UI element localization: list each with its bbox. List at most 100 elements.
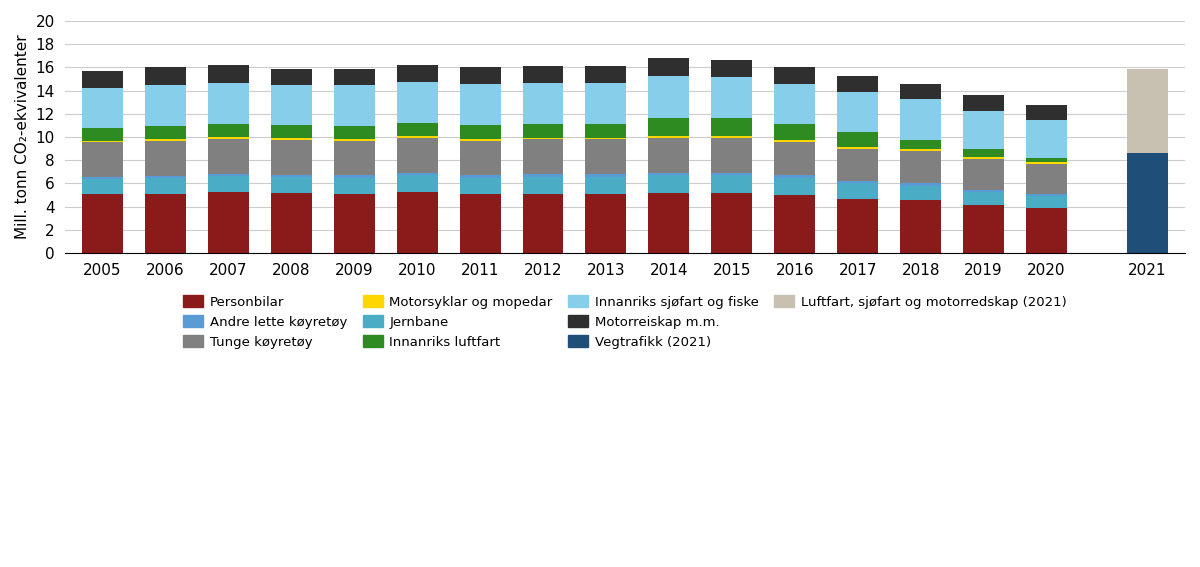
- Bar: [900, 184, 941, 186]
- Bar: [774, 124, 815, 140]
- Bar: [145, 141, 186, 176]
- Bar: [964, 192, 1004, 205]
- Bar: [648, 75, 689, 119]
- Bar: [271, 125, 312, 138]
- Bar: [82, 88, 122, 128]
- Bar: [1026, 164, 1067, 194]
- Bar: [460, 84, 500, 125]
- Bar: [648, 193, 689, 253]
- Bar: [208, 192, 248, 253]
- Bar: [145, 139, 186, 141]
- Bar: [1026, 120, 1067, 158]
- Bar: [397, 137, 438, 138]
- Bar: [648, 138, 689, 173]
- Bar: [208, 174, 248, 176]
- Bar: [271, 138, 312, 140]
- Bar: [774, 142, 815, 175]
- Bar: [900, 151, 941, 184]
- Bar: [586, 138, 626, 139]
- Bar: [838, 147, 878, 149]
- Bar: [145, 194, 186, 253]
- Bar: [712, 60, 752, 77]
- Bar: [334, 141, 374, 175]
- Bar: [397, 123, 438, 137]
- Bar: [334, 69, 374, 86]
- Bar: [397, 192, 438, 253]
- Bar: [460, 194, 500, 253]
- Bar: [586, 83, 626, 124]
- Bar: [397, 65, 438, 82]
- Bar: [522, 138, 564, 139]
- Bar: [1127, 153, 1168, 253]
- Bar: [838, 75, 878, 92]
- Y-axis label: Mill. tonn CO₂-ekvivalenter: Mill. tonn CO₂-ekvivalenter: [16, 35, 30, 239]
- Bar: [648, 173, 689, 175]
- Bar: [82, 128, 122, 141]
- Bar: [900, 84, 941, 99]
- Bar: [964, 95, 1004, 111]
- Bar: [522, 174, 564, 176]
- Bar: [774, 177, 815, 195]
- Bar: [964, 157, 1004, 159]
- Bar: [397, 173, 438, 175]
- Bar: [838, 181, 878, 184]
- Bar: [522, 176, 564, 194]
- Bar: [838, 133, 878, 147]
- Bar: [208, 137, 248, 139]
- Bar: [648, 58, 689, 75]
- Bar: [82, 179, 122, 194]
- Bar: [208, 139, 248, 174]
- Bar: [145, 126, 186, 139]
- Bar: [964, 205, 1004, 253]
- Bar: [460, 177, 500, 194]
- Bar: [82, 141, 122, 142]
- Bar: [334, 86, 374, 126]
- Bar: [522, 124, 564, 138]
- Bar: [900, 140, 941, 149]
- Bar: [900, 186, 941, 200]
- Bar: [460, 141, 500, 175]
- Bar: [586, 194, 626, 253]
- Bar: [1026, 208, 1067, 253]
- Bar: [900, 99, 941, 140]
- Bar: [82, 194, 122, 253]
- Bar: [712, 119, 752, 137]
- Bar: [522, 194, 564, 253]
- Bar: [712, 138, 752, 173]
- Bar: [838, 199, 878, 253]
- Legend: Personbilar, Andre lette køyretøy, Tunge køyretøy, Motorsyklar og mopedar, Jernb: Personbilar, Andre lette køyretøy, Tunge…: [184, 295, 1067, 349]
- Bar: [712, 77, 752, 119]
- Bar: [460, 139, 500, 141]
- Bar: [1127, 69, 1168, 153]
- Bar: [712, 175, 752, 193]
- Bar: [145, 85, 186, 126]
- Bar: [964, 190, 1004, 192]
- Bar: [460, 125, 500, 139]
- Bar: [838, 92, 878, 133]
- Bar: [648, 137, 689, 138]
- Bar: [334, 175, 374, 177]
- Bar: [586, 66, 626, 83]
- Bar: [900, 200, 941, 253]
- Bar: [334, 126, 374, 139]
- Bar: [460, 67, 500, 84]
- Bar: [82, 71, 122, 88]
- Bar: [460, 175, 500, 177]
- Bar: [397, 138, 438, 173]
- Bar: [271, 85, 312, 125]
- Bar: [964, 149, 1004, 157]
- Bar: [271, 175, 312, 177]
- Bar: [964, 111, 1004, 149]
- Bar: [1026, 194, 1067, 196]
- Bar: [712, 173, 752, 175]
- Bar: [774, 195, 815, 253]
- Bar: [774, 84, 815, 124]
- Bar: [82, 177, 122, 179]
- Bar: [208, 124, 248, 137]
- Bar: [145, 178, 186, 194]
- Bar: [145, 176, 186, 178]
- Bar: [271, 69, 312, 85]
- Bar: [334, 139, 374, 141]
- Bar: [82, 142, 122, 177]
- Bar: [271, 140, 312, 175]
